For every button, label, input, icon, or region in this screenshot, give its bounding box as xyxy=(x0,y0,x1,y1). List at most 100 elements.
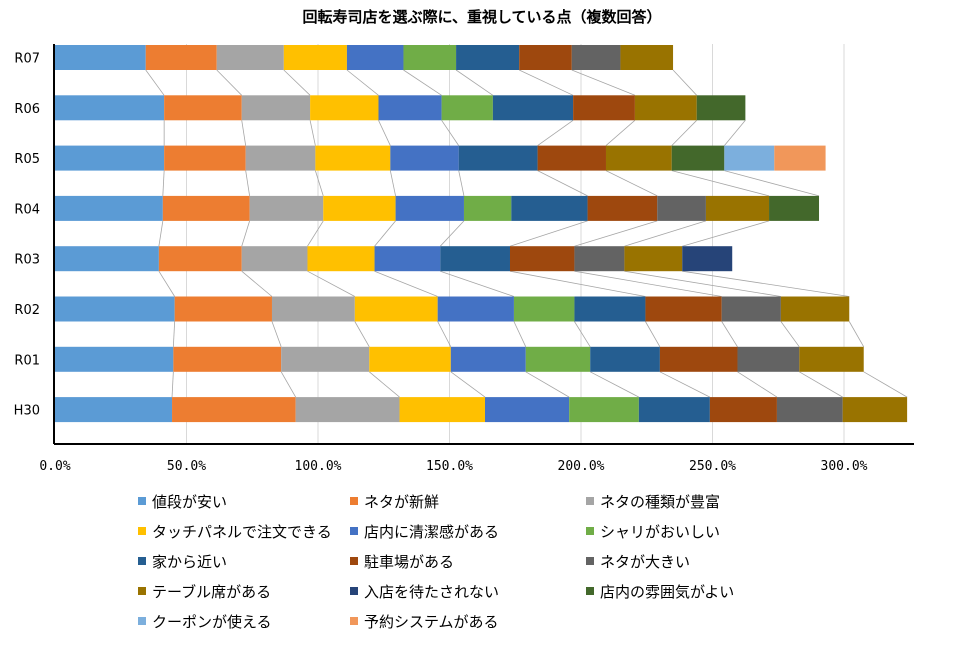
legend-item: クーポンが使える xyxy=(138,610,272,632)
series-line xyxy=(624,220,707,247)
bar-segment xyxy=(164,95,242,121)
legend-swatch xyxy=(586,557,594,565)
bar-segment xyxy=(145,45,217,70)
bar-segment xyxy=(158,246,242,272)
series-line xyxy=(271,321,282,347)
series-line xyxy=(509,270,646,297)
bar-segment xyxy=(485,397,570,423)
bar-segment xyxy=(55,45,146,70)
bar-segment xyxy=(395,195,464,221)
series-line xyxy=(671,170,770,197)
legend-swatch xyxy=(138,617,146,625)
series-line xyxy=(590,371,640,398)
bar-segment xyxy=(657,195,706,221)
series-line xyxy=(737,371,778,398)
series-line xyxy=(307,220,324,247)
series-line xyxy=(241,120,247,146)
bar-segment xyxy=(525,346,591,372)
bar-segment xyxy=(403,45,457,70)
x-tick-label: 150.0% xyxy=(426,459,473,474)
bar-segment xyxy=(780,296,850,322)
legend-swatch xyxy=(350,497,358,505)
legend-label: タッチパネルで注文できる xyxy=(152,522,332,541)
legend-label: 入店を待たされない xyxy=(364,582,500,601)
bar-segment xyxy=(437,296,514,322)
legend-swatch xyxy=(350,617,358,625)
series-line xyxy=(605,119,636,146)
bar-segment xyxy=(574,246,625,272)
series-line xyxy=(780,321,800,348)
series-line xyxy=(374,270,438,297)
series-line xyxy=(671,120,698,146)
legend-swatch xyxy=(350,587,358,595)
bar-segment xyxy=(216,45,284,70)
series-line xyxy=(216,69,243,96)
legend-label: 店内に清潔感がある xyxy=(364,522,500,541)
category-label: R01 xyxy=(14,353,40,368)
series-line xyxy=(509,220,588,247)
bar-segment xyxy=(440,246,510,272)
bar-segment xyxy=(164,145,246,171)
bar-segment xyxy=(587,195,658,221)
series-line xyxy=(158,270,176,297)
bar-segment xyxy=(281,346,370,372)
x-tick-label: 100.0% xyxy=(295,459,342,474)
bar-segment xyxy=(799,346,864,372)
series-line xyxy=(605,170,658,197)
bar-segment xyxy=(241,246,308,272)
bar-segment xyxy=(55,346,174,372)
series-line xyxy=(307,270,356,297)
bar-segment xyxy=(671,145,725,171)
bar-segment xyxy=(307,246,375,272)
legend-item: 値段が安い xyxy=(138,490,227,512)
bar-segment xyxy=(55,246,159,272)
series-line xyxy=(145,69,165,96)
series-line xyxy=(450,371,486,398)
bar-segment xyxy=(374,246,441,272)
bar-segment xyxy=(55,95,165,121)
bar-segment xyxy=(55,195,163,221)
series-line xyxy=(245,170,251,196)
bar-segment xyxy=(590,346,660,372)
series-line xyxy=(659,371,711,398)
legend-item: 家から近い xyxy=(138,550,227,572)
series-line xyxy=(309,120,316,146)
legend-label: テーブル席がある xyxy=(152,582,272,601)
bar-segment xyxy=(456,45,520,70)
legend-label: ネタが新鮮 xyxy=(364,492,440,511)
bar-segment xyxy=(721,296,781,322)
series-line xyxy=(314,170,324,197)
legend-swatch xyxy=(138,497,146,505)
x-tick-label: 300.0% xyxy=(821,459,868,474)
series-line xyxy=(458,170,465,196)
bar-segment xyxy=(241,95,311,121)
series-line xyxy=(525,371,570,398)
series-line xyxy=(354,321,370,347)
legend-item: 店内に清潔感がある xyxy=(350,520,499,542)
bar-segment xyxy=(399,397,486,423)
legend-label: 駐車場がある xyxy=(364,552,455,571)
bar-segment xyxy=(605,145,672,171)
bar-segment xyxy=(659,346,738,372)
series-line xyxy=(241,220,251,247)
legend-swatch xyxy=(350,527,358,535)
bar-segment xyxy=(774,145,826,171)
bar-segment xyxy=(709,397,777,423)
legend-label: ネタの種類が豊富 xyxy=(600,492,721,511)
x-tick-label: 200.0% xyxy=(558,459,605,474)
legend-swatch xyxy=(350,557,358,565)
series-line xyxy=(799,371,843,398)
legend-label: クーポンが使える xyxy=(152,612,272,631)
bar-segment xyxy=(450,346,526,372)
x-tick-label: 0.0% xyxy=(39,459,70,474)
series-line xyxy=(624,270,781,297)
bar-segment xyxy=(458,145,538,171)
legend-item: シャリがおいしい xyxy=(586,520,720,542)
bar-segment xyxy=(569,397,639,423)
legend-swatch xyxy=(586,587,594,595)
legend-swatch xyxy=(138,557,146,565)
series-line xyxy=(724,170,820,197)
series-line xyxy=(378,120,391,146)
